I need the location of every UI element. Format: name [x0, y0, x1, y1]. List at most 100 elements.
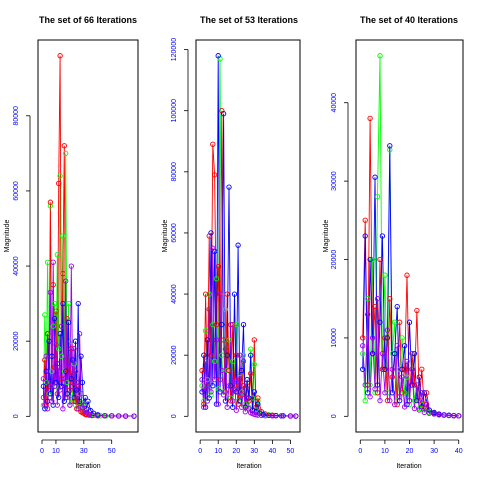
data-point: [360, 343, 366, 349]
data-point: [248, 352, 254, 358]
data-point: [199, 389, 205, 395]
data-point: [222, 306, 229, 313]
data-point: [392, 319, 398, 325]
data-point: [56, 364, 62, 371]
panel-2-ticks: 0 10 20 30 40 50 0 20000 40000 60000 80000 100000 12…: [171, 38, 294, 455]
data-point: [57, 173, 63, 179]
data-point: [53, 342, 59, 348]
data-point: [57, 387, 63, 393]
data-point: [61, 398, 67, 404]
data-point: [414, 307, 420, 314]
data-point: [226, 383, 232, 389]
panel-2: The set of 53 Iterations Iteration Magni…: [162, 15, 301, 470]
data-point: [201, 352, 207, 358]
data-point: [382, 390, 388, 396]
y-tick-label: 80000: [171, 162, 178, 182]
data-point: [248, 370, 254, 377]
data-point: [239, 392, 245, 398]
data-point: [419, 366, 425, 372]
data-point: [411, 397, 418, 404]
data-point: [51, 383, 58, 389]
data-point: [379, 233, 386, 239]
data-point: [387, 143, 393, 149]
data-point: [246, 404, 252, 410]
data-point: [406, 319, 413, 325]
data-point: [436, 412, 442, 418]
data-point: [213, 276, 220, 282]
data-point: [431, 411, 437, 417]
data-point: [424, 390, 430, 396]
data-point: [208, 352, 214, 358]
data-point: [75, 300, 81, 307]
data-point: [76, 331, 83, 337]
y-tick-label: 40000: [13, 256, 20, 276]
y-tick-label: 40000: [331, 93, 338, 113]
data-point: [372, 390, 378, 396]
data-point: [231, 383, 238, 389]
data-point: [456, 413, 462, 419]
panel-2-title: The set of 53 Iterations: [200, 15, 298, 25]
data-point: [387, 296, 393, 302]
data-point: [240, 358, 247, 364]
data-point: [219, 321, 225, 328]
data-point: [78, 391, 84, 397]
x-tick-label: 40: [268, 448, 276, 455]
data-point: [362, 382, 368, 388]
data-point: [230, 404, 236, 410]
data-point: [43, 353, 49, 359]
data-point: [49, 398, 55, 404]
x-tick-label: 10: [214, 448, 222, 455]
data-point: [269, 413, 276, 419]
data-point: [404, 358, 410, 365]
data-point: [76, 400, 83, 406]
data-point: [233, 407, 239, 413]
data-point: [406, 397, 413, 404]
y-tick-label: 0: [13, 414, 20, 418]
data-point: [244, 383, 250, 389]
data-point: [40, 376, 47, 382]
data-point: [377, 319, 383, 325]
data-point: [240, 352, 247, 358]
data-point: [365, 382, 371, 388]
data-point: [255, 412, 261, 418]
data-point: [57, 331, 63, 337]
panel-3-xlabel: Iteration: [396, 463, 421, 470]
data-point: [374, 194, 381, 200]
data-point: [441, 412, 447, 418]
data-point: [230, 321, 236, 328]
data-point: [64, 394, 70, 401]
data-point: [64, 391, 70, 397]
data-point: [382, 335, 388, 341]
data-point: [401, 404, 408, 410]
data-point: [67, 402, 73, 408]
data-point: [384, 390, 391, 396]
data-point: [50, 282, 56, 288]
data-point: [389, 366, 395, 372]
data-point: [49, 368, 55, 374]
data-point: [242, 401, 248, 407]
data-point: [56, 346, 62, 352]
x-tick-label: 30: [80, 448, 88, 455]
data-point: [68, 263, 74, 269]
data-point: [233, 321, 239, 328]
data-point: [211, 172, 218, 178]
data-point: [377, 256, 383, 263]
data-point: [206, 306, 212, 313]
x-tick-label: 20: [406, 448, 414, 455]
data-point: [367, 115, 373, 122]
data-point: [411, 405, 418, 412]
x-tick-label: 0: [198, 448, 202, 455]
data-point: [68, 346, 74, 352]
data-point: [74, 379, 80, 386]
data-point: [239, 367, 245, 374]
data-point: [369, 350, 376, 357]
panel-2-ylabel: Magnitude: [162, 220, 169, 253]
y-tick-label: 0: [331, 414, 338, 418]
data-point: [389, 390, 395, 396]
data-point: [446, 412, 452, 419]
data-point: [122, 413, 129, 419]
data-point: [377, 397, 383, 404]
data-point: [416, 407, 422, 413]
data-point: [404, 374, 410, 380]
